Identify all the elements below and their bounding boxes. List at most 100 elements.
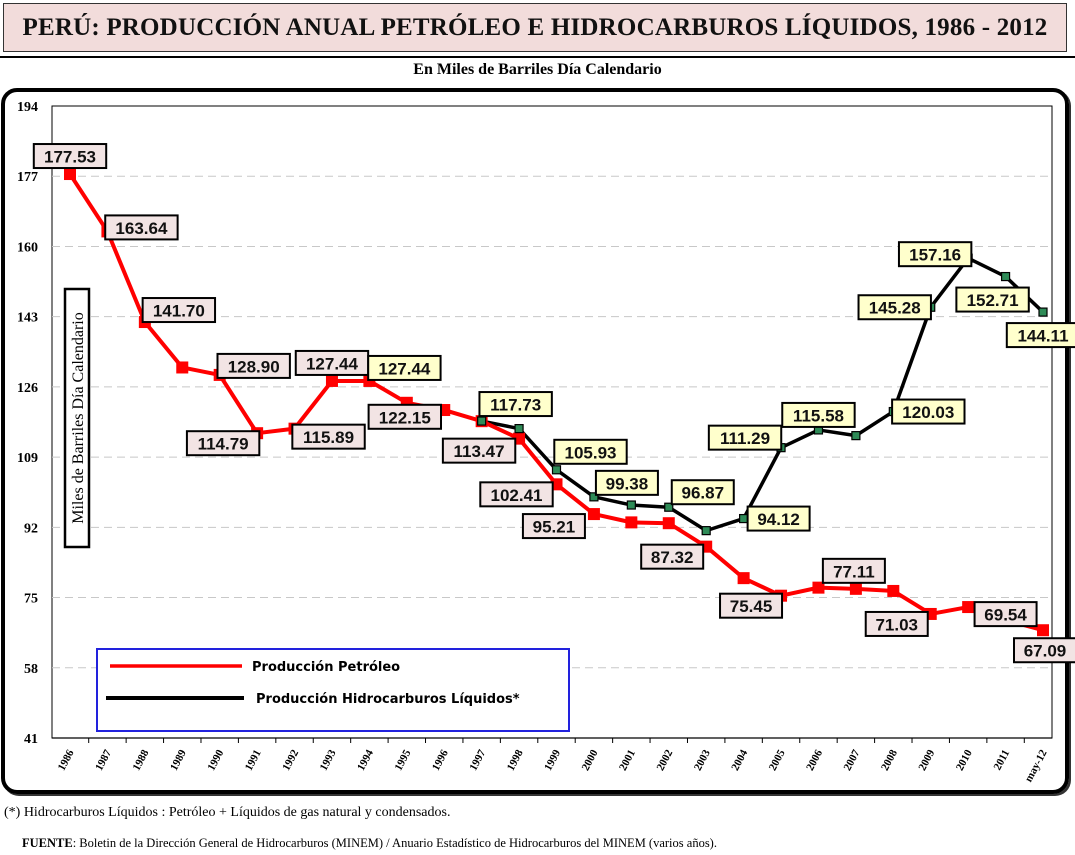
y-tick-label: 75 xyxy=(24,592,38,607)
data-label-petroleo-box xyxy=(32,143,108,170)
y-axis-title: Miles de Barriles Día Calendario xyxy=(70,312,87,524)
x-tick-label: 1995 xyxy=(393,747,414,773)
data-label-hidrocarburos: 115.58 xyxy=(793,406,844,425)
y-axis-title-box xyxy=(63,287,91,549)
data-label-hidrocarburos-box xyxy=(670,479,735,506)
data-label-hidrocarburos: 157.16 xyxy=(909,246,961,265)
point-petroleo xyxy=(849,582,862,595)
x-tick-label: 2000 xyxy=(580,747,601,773)
data-label-petroleo-box xyxy=(864,610,929,637)
chart-title-box: PERÚ: PRODUCCIÓN ANUAL PETRÓLEO E HIDROC… xyxy=(3,3,1067,52)
data-label-petroleo: 128.90 xyxy=(228,357,280,376)
data-label-hidrocarburos: 105.93 xyxy=(565,443,617,462)
point-petroleo xyxy=(625,516,638,529)
chart-title: PERÚ: PRODUCCIÓN ANUAL PETRÓLEO E HIDROC… xyxy=(22,13,1048,41)
data-label-hidrocarburos-box xyxy=(891,398,966,425)
data-label-petroleo: 69.54 xyxy=(984,606,1027,625)
x-tick-label: may-12 xyxy=(1023,747,1050,784)
data-label-petroleo: 113.47 xyxy=(454,442,505,461)
y-tick-label: 41 xyxy=(24,732,38,747)
y-tick-label: 126 xyxy=(17,381,38,396)
x-tick-label: 1990 xyxy=(205,747,226,773)
data-label-hidrocarburos: 127.44 xyxy=(378,359,431,378)
data-label-hidrocarburos: 144.11 xyxy=(1017,327,1068,346)
data-label-hidrocarburos-box xyxy=(781,401,856,428)
data-label-petroleo: 102.41 xyxy=(491,486,543,505)
data-label-petroleo-box xyxy=(640,543,705,570)
data-label-petroleo-box xyxy=(821,557,886,584)
data-label-hidrocarburos-box xyxy=(857,294,932,321)
point-petroleo xyxy=(812,581,825,594)
point-hidrocarburos xyxy=(626,500,636,510)
point-hidrocarburos xyxy=(477,416,487,426)
point-petroleo xyxy=(662,517,675,530)
line-chart: 194 177 160 143 126 109 92 75 58 41 1986 1987 1988 19… xyxy=(17,100,1075,784)
x-tick-label: 2010 xyxy=(954,747,975,773)
data-label-hidrocarburos: 145.28 xyxy=(869,299,921,318)
x-tick-label: 1992 xyxy=(280,747,301,773)
x-tick-label: 1999 xyxy=(542,747,563,773)
chart-subtitle: En Miles de Barriles Día Calendario xyxy=(413,61,662,78)
data-label-hidrocarburos-box xyxy=(478,391,553,418)
data-label-hidrocarburos-box xyxy=(594,469,659,496)
data-label-petroleo-box xyxy=(441,437,517,464)
x-tick-label: 1991 xyxy=(243,748,264,773)
footnote: (*) Hidrocarburos Líquidos : Petróleo + … xyxy=(4,805,451,820)
data-label-petroleo: 67.09 xyxy=(1024,642,1067,661)
data-label-hidrocarburos: 94.12 xyxy=(757,510,800,529)
chart-frame xyxy=(1,88,1069,794)
x-tick-label: 2008 xyxy=(879,747,900,773)
data-label-petroleo-box xyxy=(185,430,261,457)
y-tick-label: 177 xyxy=(17,170,38,185)
source-text: : Boletin de la Dirección General de Hid… xyxy=(72,836,717,850)
y-tick-label: 92 xyxy=(24,521,38,536)
data-label-petroleo-box xyxy=(479,481,554,508)
point-petroleo xyxy=(325,374,338,387)
data-label-petroleo: 75.45 xyxy=(730,597,773,616)
x-tick-label: 1996 xyxy=(430,747,451,773)
x-tick-label: 2002 xyxy=(654,747,675,773)
data-label-hidrocarburos-box xyxy=(1005,322,1075,349)
data-label-hidrocarburos-box xyxy=(707,424,783,451)
x-tick-label: 2004 xyxy=(729,747,750,773)
y-tick-label: 160 xyxy=(17,240,38,255)
point-hidrocarburos xyxy=(851,431,861,441)
data-label-petroleo: 177.53 xyxy=(44,148,96,167)
data-label-petroleo-box xyxy=(216,352,291,379)
data-label-hidrocarburos: 152.71 xyxy=(967,291,1019,310)
data-label-petroleo: 127.44 xyxy=(306,354,359,373)
point-petroleo xyxy=(737,572,750,585)
x-tick-label: 2006 xyxy=(804,747,825,773)
data-label-petroleo: 87.32 xyxy=(651,548,694,567)
series-line-hidrocarburos xyxy=(481,256,1045,533)
x-tick-label: 2009 xyxy=(916,747,937,773)
x-tick-label: 1987 xyxy=(93,747,114,773)
point-petroleo xyxy=(1037,624,1049,637)
legend-box xyxy=(96,648,570,732)
x-tick-label: 2007 xyxy=(842,747,863,773)
y-tick-label: 143 xyxy=(17,311,38,326)
x-tick-label: 1986 xyxy=(56,747,77,773)
data-label-hidrocarburos: 99.38 xyxy=(606,474,649,493)
data-label-petroleo-box xyxy=(104,214,179,241)
y-tick-label: 109 xyxy=(17,451,38,466)
data-label-petroleo-box xyxy=(1013,637,1075,664)
data-label-petroleo-box xyxy=(719,592,784,619)
data-label-petroleo-box xyxy=(291,423,366,450)
title-divider xyxy=(0,56,1075,58)
data-label-hidrocarburos-box xyxy=(553,438,628,465)
x-tick-label: 1989 xyxy=(168,747,189,773)
point-petroleo xyxy=(64,168,76,181)
data-label-petroleo: 122.15 xyxy=(379,408,431,427)
point-petroleo xyxy=(962,601,975,614)
data-label-hidrocarburos-box xyxy=(897,241,973,268)
data-label-petroleo-box xyxy=(367,403,443,430)
x-tick-label: 1988 xyxy=(131,747,152,773)
x-tick-label: 2001 xyxy=(617,748,638,773)
x-tick-label: 1997 xyxy=(467,747,488,773)
data-label-hidrocarburos: 96.87 xyxy=(681,484,724,503)
x-tick-label: 1993 xyxy=(318,747,339,773)
data-label-petroleo: 95.21 xyxy=(533,518,576,537)
data-label-hidrocarburos-box xyxy=(746,505,811,532)
data-label-hidrocarburos: 111.29 xyxy=(720,429,770,448)
